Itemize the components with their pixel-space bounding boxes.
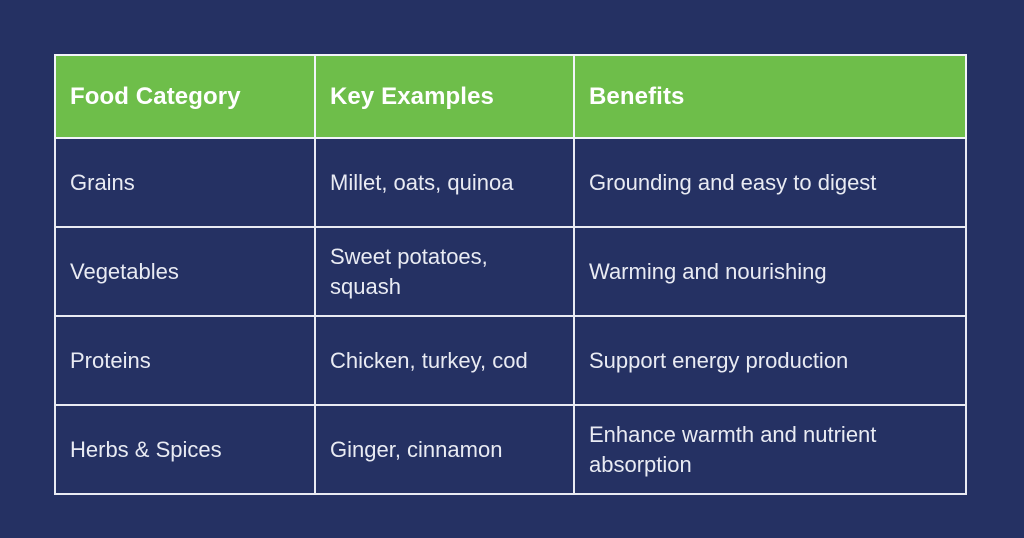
food-category-table: Food Category Key Examples Benefits Grai… xyxy=(54,54,967,495)
cell-benefits: Warming and nourishing xyxy=(573,226,967,317)
cell-key-examples: Ginger, cinnamon xyxy=(314,404,575,495)
cell-key-examples: Sweet potatoes, squash xyxy=(314,226,575,317)
table-row: Vegetables Sweet potatoes, squash Warmin… xyxy=(54,226,967,317)
food-category-table-container: Food Category Key Examples Benefits Grai… xyxy=(54,54,967,495)
cell-food-category: Herbs & Spices xyxy=(54,404,316,495)
cell-benefits: Support energy production xyxy=(573,315,967,406)
cell-food-category: Proteins xyxy=(54,315,316,406)
column-header-key-examples: Key Examples xyxy=(314,54,575,139)
table-header: Food Category Key Examples Benefits xyxy=(54,54,967,139)
cell-food-category: Vegetables xyxy=(54,226,316,317)
column-header-food-category: Food Category xyxy=(54,54,316,139)
cell-key-examples: Chicken, turkey, cod xyxy=(314,315,575,406)
table-header-row: Food Category Key Examples Benefits xyxy=(54,54,967,139)
table-row: Herbs & Spices Ginger, cinnamon Enhance … xyxy=(54,404,967,495)
cell-key-examples: Millet, oats, quinoa xyxy=(314,137,575,228)
cell-benefits: Enhance warmth and nutrient absorption xyxy=(573,404,967,495)
table-row: Grains Millet, oats, quinoa Grounding an… xyxy=(54,137,967,228)
cell-food-category: Grains xyxy=(54,137,316,228)
column-header-benefits: Benefits xyxy=(573,54,967,139)
cell-benefits: Grounding and easy to digest xyxy=(573,137,967,228)
table-row: Proteins Chicken, turkey, cod Support en… xyxy=(54,315,967,406)
table-body: Grains Millet, oats, quinoa Grounding an… xyxy=(54,137,967,495)
